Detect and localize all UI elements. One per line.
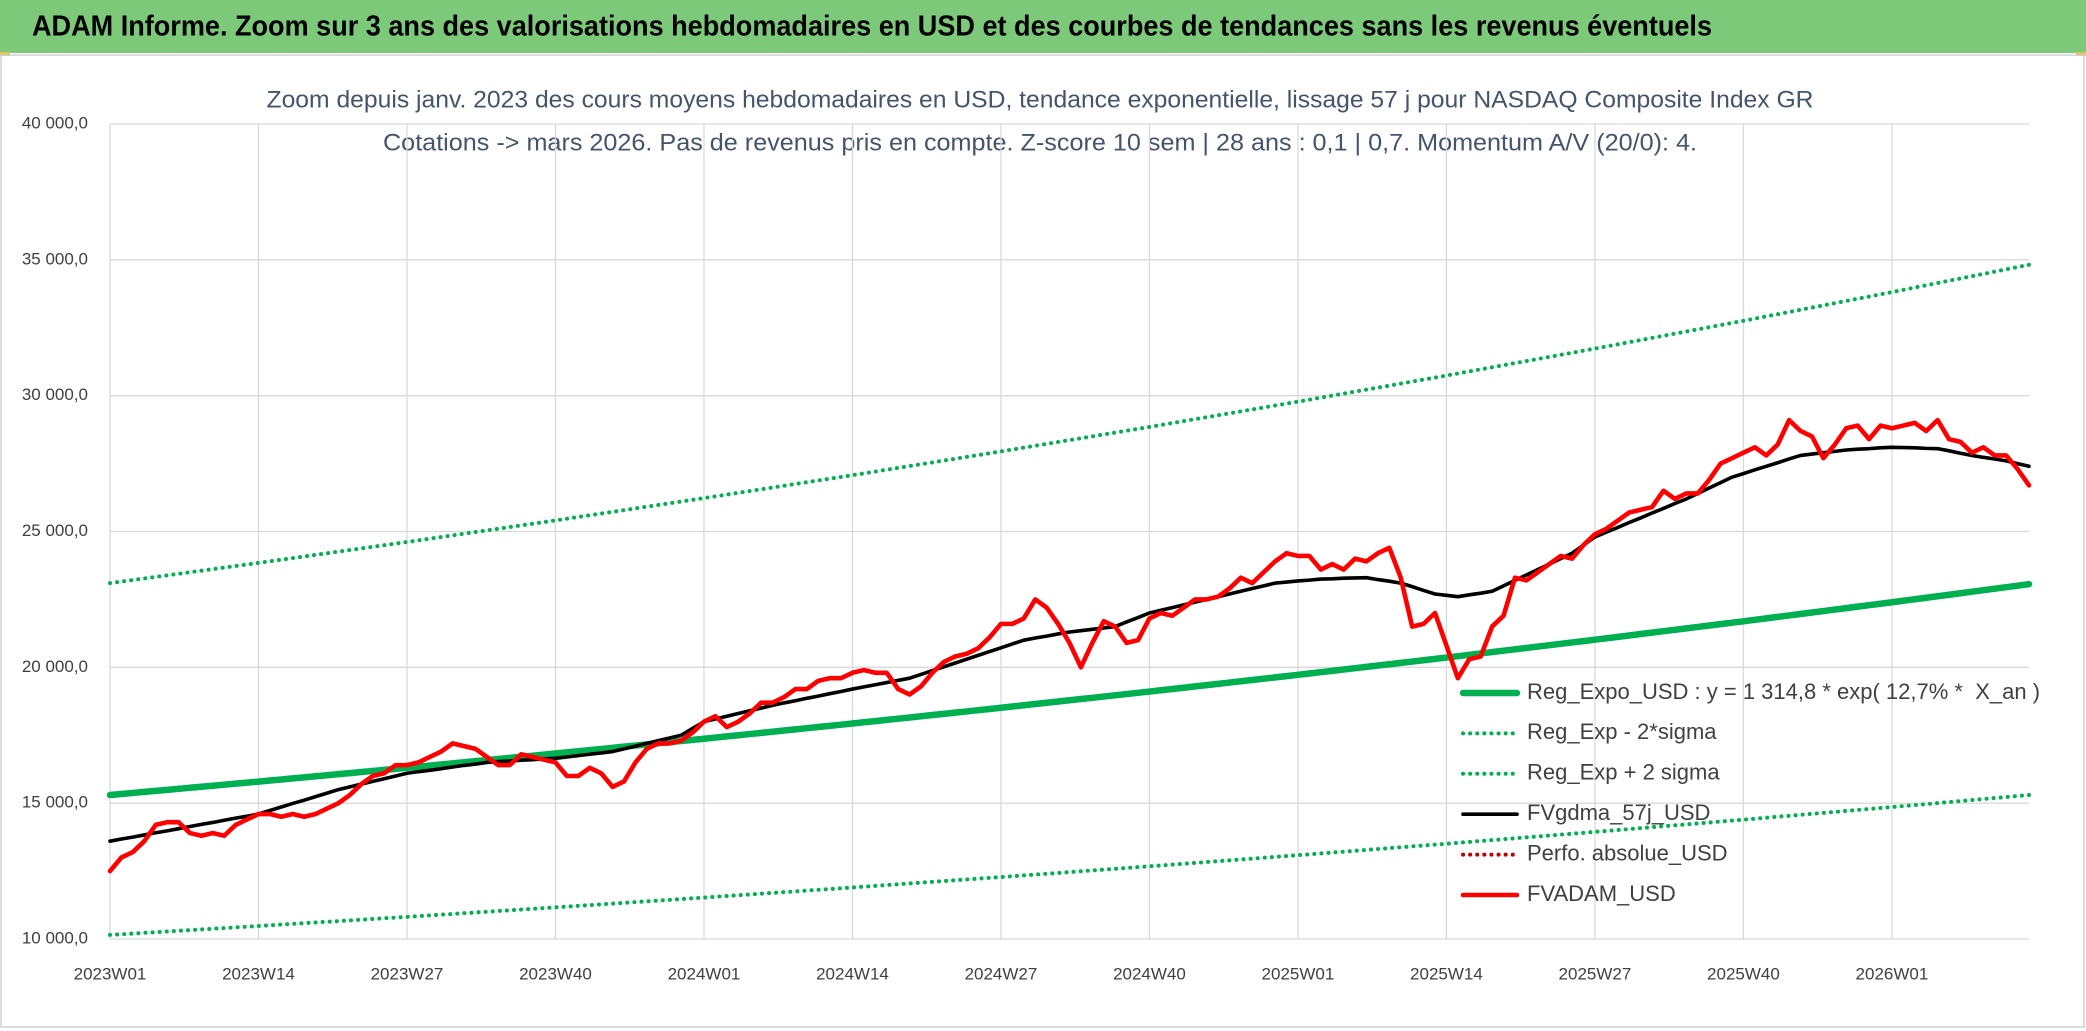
legend-label: FVADAM_USD bbox=[1527, 881, 1676, 906]
x-tick-label: 2025W40 bbox=[1707, 964, 1780, 983]
legend-label: FVgdma_57j_USD bbox=[1527, 800, 1710, 825]
y-tick-label: 30 000,0 bbox=[22, 385, 88, 404]
x-tick-label: 2026W01 bbox=[1856, 964, 1929, 983]
corner bbox=[0, 52, 10, 56]
x-tick-label: 2023W27 bbox=[371, 964, 444, 983]
y-tick-label: 10 000,0 bbox=[22, 928, 88, 947]
x-tick-label: 2025W27 bbox=[1559, 964, 1632, 983]
y-tick-label: 25 000,0 bbox=[22, 521, 88, 540]
y-tick-label: 40 000,0 bbox=[22, 113, 88, 132]
x-tick-label: 2023W14 bbox=[222, 964, 295, 983]
x-tick-label: 2024W14 bbox=[816, 964, 889, 983]
corner bbox=[2076, 52, 2086, 56]
legend-label: Reg_Expo_USD : y = 1 314,8 * exp( 12,7% … bbox=[1527, 679, 2040, 704]
legend-label: Reg_Exp + 2 sigma bbox=[1527, 760, 1720, 785]
x-tick-label: 2024W27 bbox=[965, 964, 1038, 983]
series-line bbox=[108, 793, 2031, 937]
series-line bbox=[107, 417, 2032, 874]
header-bar bbox=[0, 0, 2086, 53]
x-tick-label: 2025W01 bbox=[1262, 964, 1335, 983]
x-tick-label: 2024W01 bbox=[668, 964, 741, 983]
y-tick-label: 20 000,0 bbox=[22, 657, 88, 676]
legend-label: Reg_Exp - 2*sigma bbox=[1527, 719, 1717, 744]
x-tick-label: 2023W01 bbox=[74, 964, 147, 983]
chart-subtitle: Cotations -> mars 2026. Pas de revenus p… bbox=[383, 129, 1697, 156]
x-tick-label: 2025W14 bbox=[1410, 964, 1483, 983]
x-tick-label: 2024W40 bbox=[1113, 964, 1186, 983]
chart-frame bbox=[0, 54, 2085, 1028]
x-tick-label: 2023W40 bbox=[519, 964, 592, 983]
chart-title: Zoom depuis janv. 2023 des cours moyens … bbox=[267, 86, 1814, 113]
header-title: ADAM Informe. Zoom sur 3 ans des valoris… bbox=[32, 11, 1712, 43]
series-line bbox=[108, 262, 2031, 586]
legend-label: Perfo. absolue_USD bbox=[1527, 840, 1728, 865]
y-tick-label: 15 000,0 bbox=[22, 793, 88, 812]
y-tick-label: 35 000,0 bbox=[22, 249, 88, 268]
series-line bbox=[106, 580, 2033, 799]
series-line bbox=[108, 445, 2031, 843]
